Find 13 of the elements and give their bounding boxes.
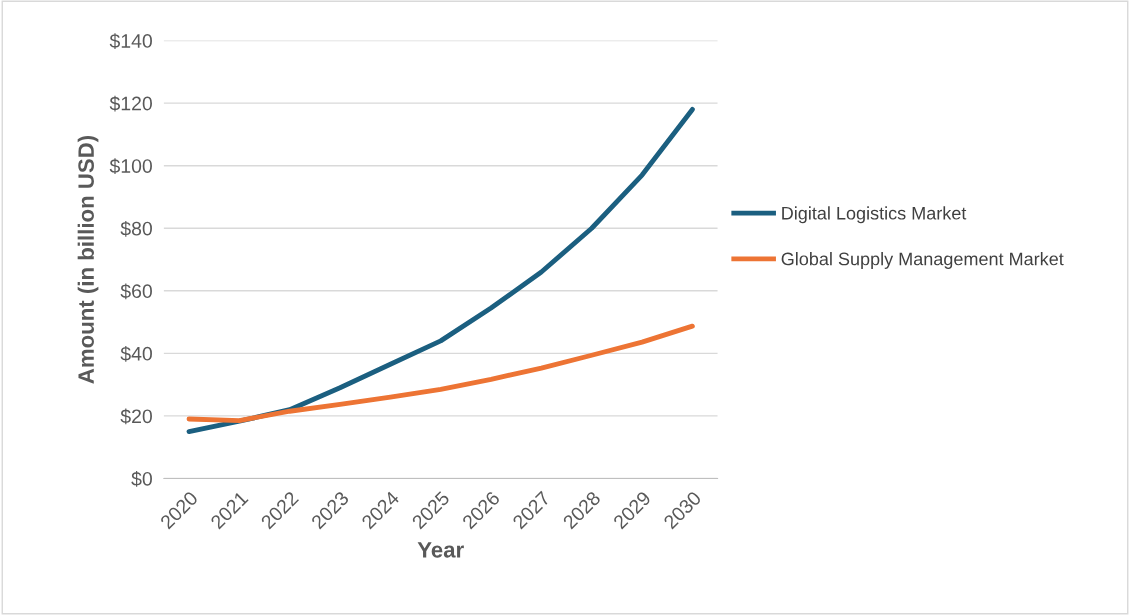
y-tick-label: $120 [109, 95, 152, 112]
x-axis-title: Year [417, 542, 464, 558]
y-tick-label: $40 [120, 346, 152, 362]
y-tick-label: $20 [120, 408, 152, 425]
y-tick-label: $100 [109, 158, 152, 175]
y-tick-label: $60 [120, 283, 152, 300]
y-tick-label: $140 [109, 33, 152, 49]
y-axis-title: Amount (in billion USD) [77, 135, 99, 384]
legend-label: Global Supply Management Market [781, 252, 1064, 269]
y-tick-label: $0 [131, 471, 152, 487]
line-series [186, 323, 695, 424]
y-tick-label: $80 [120, 220, 152, 237]
legend-label: Digital Logistics Market [782, 206, 967, 224]
